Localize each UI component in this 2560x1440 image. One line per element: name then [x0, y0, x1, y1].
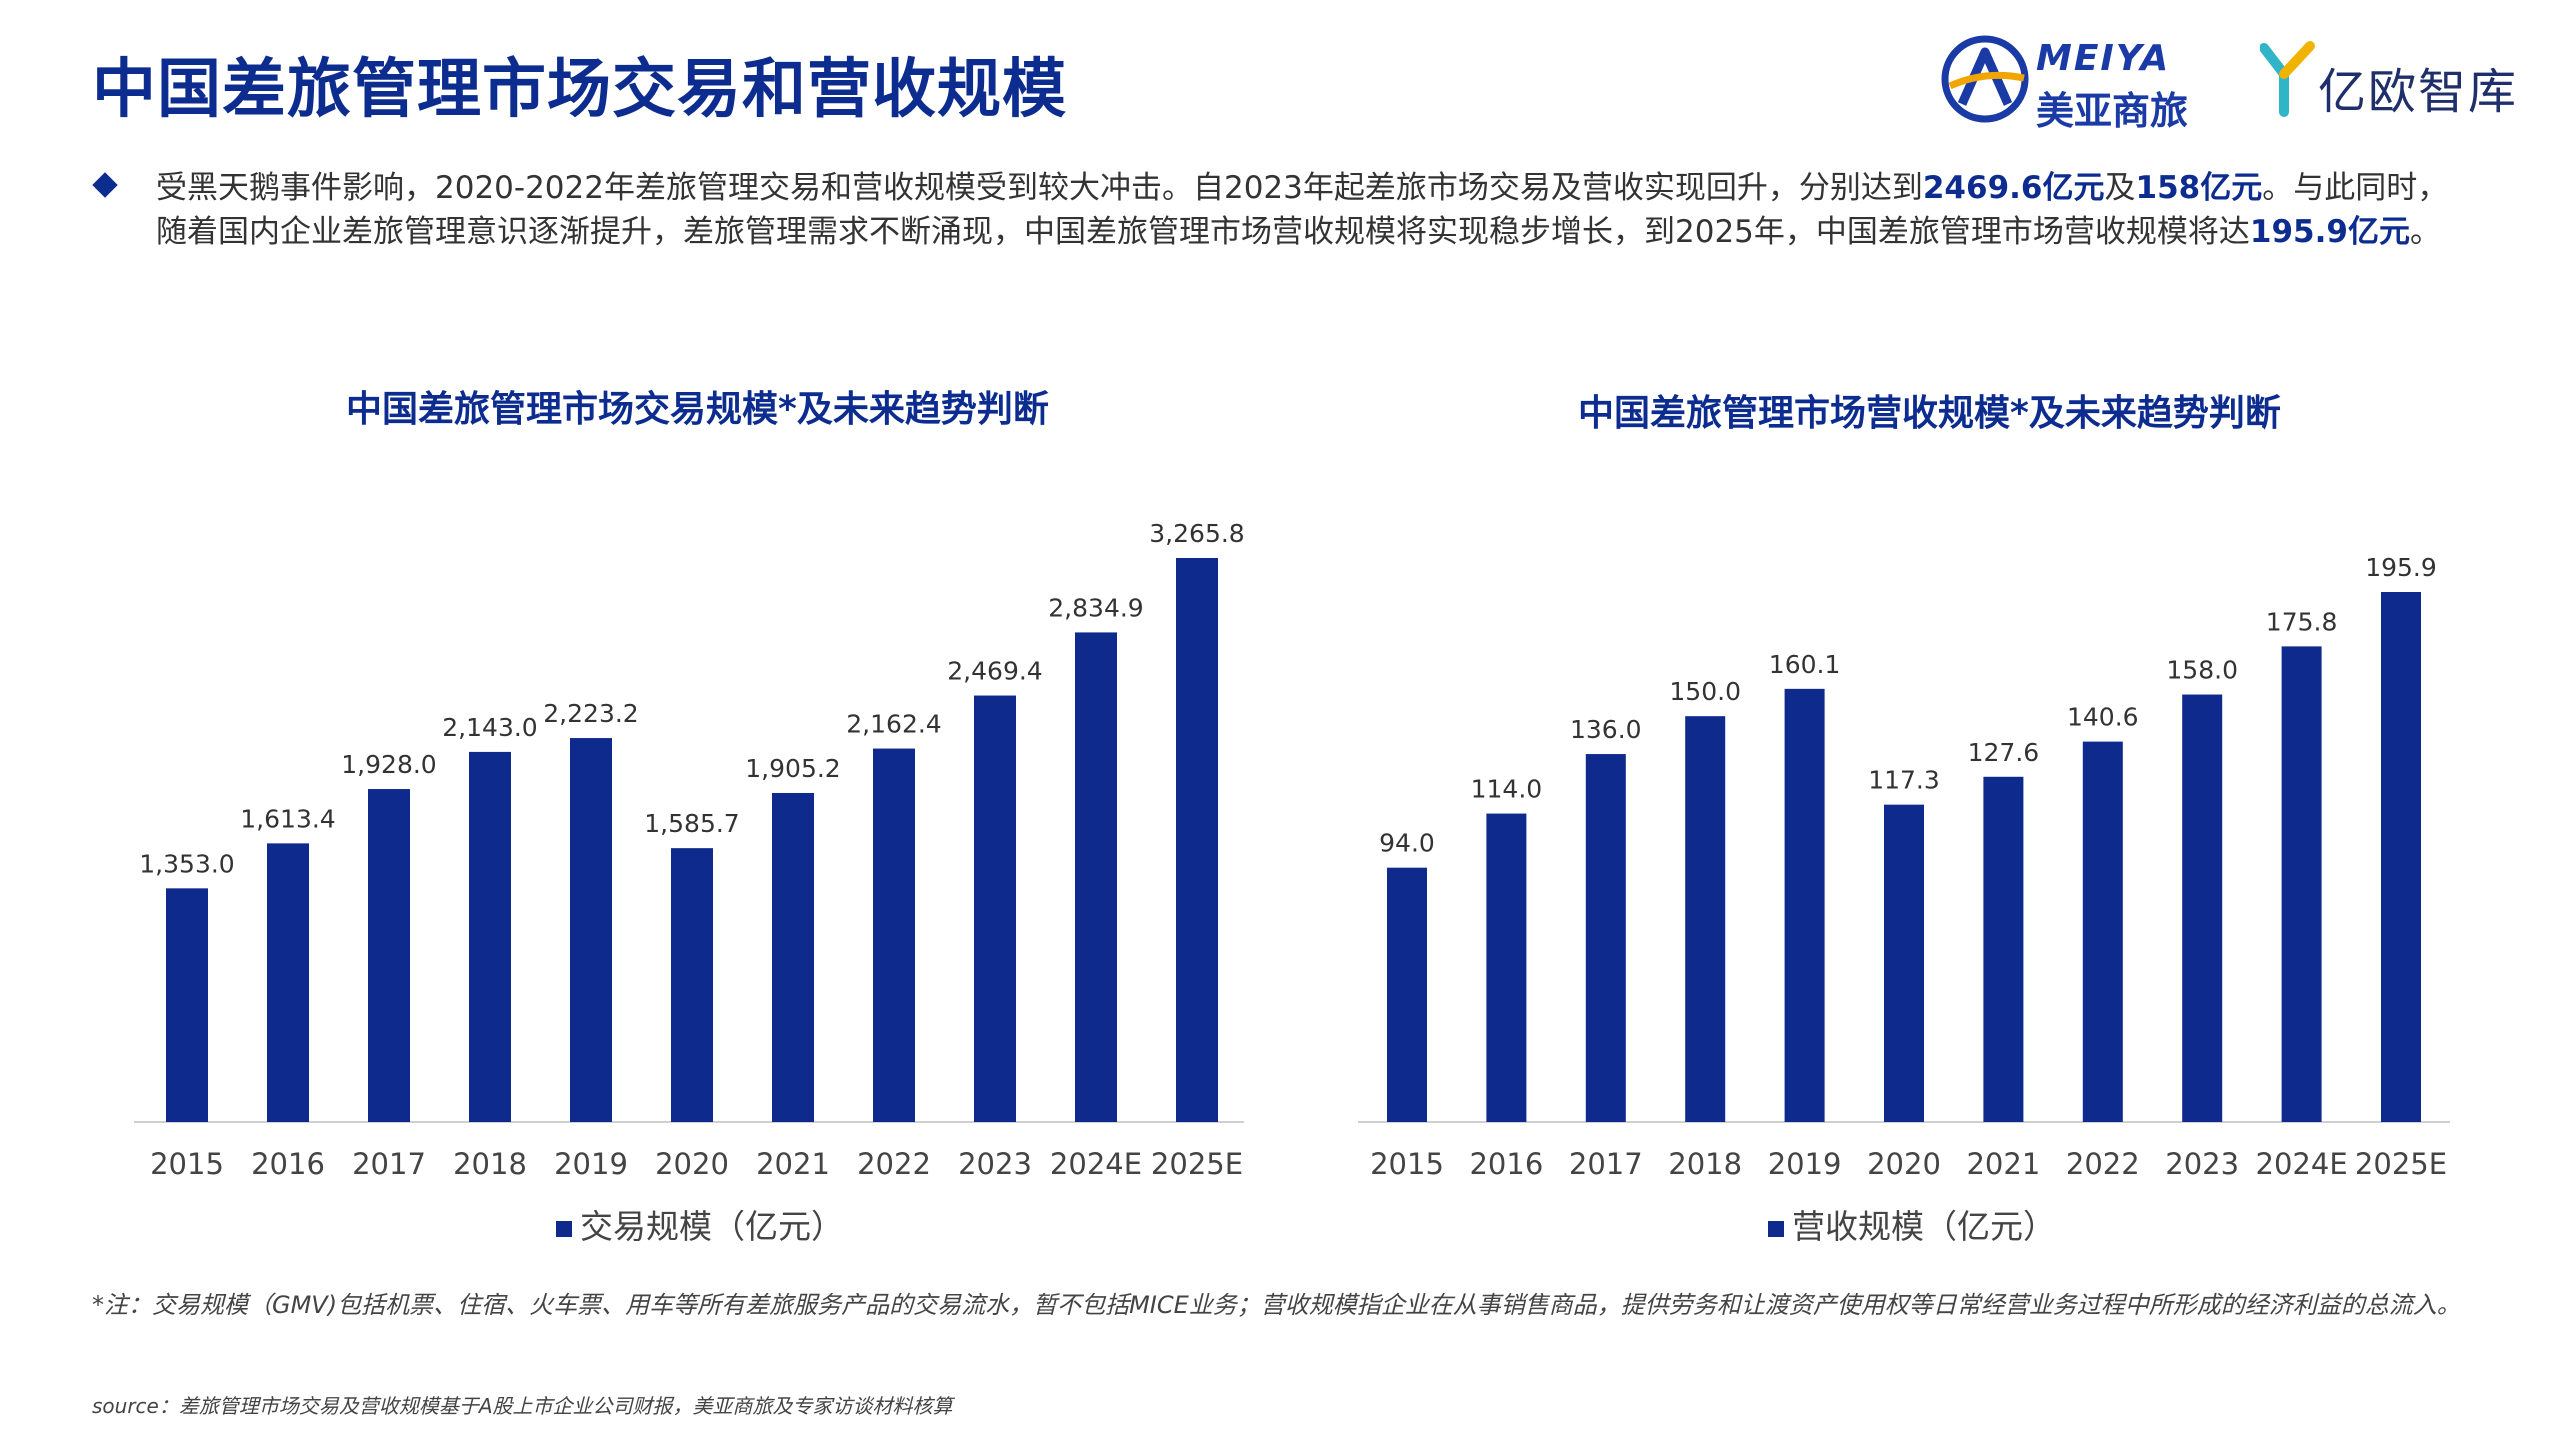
- bar: [2381, 592, 2421, 1122]
- bar-value-label: 1,905.2: [745, 754, 840, 783]
- bar-value-label: 3,265.8: [1149, 519, 1244, 548]
- legend-swatch: [556, 1220, 572, 1237]
- summary-highlight-2: 158亿元: [2135, 170, 2263, 206]
- bar-value-label: 1,928.0: [341, 750, 436, 779]
- meiya-logo-icon: [1941, 35, 2029, 123]
- x-tick-label: 2023: [2165, 1147, 2239, 1181]
- bar-value-label: 117.3: [1868, 766, 1940, 795]
- x-tick-label: 2019: [554, 1147, 628, 1181]
- logo-group: MEIYA 美亚商旅 亿欧智库: [1940, 30, 2520, 133]
- bar-value-label: 2,469.4: [947, 657, 1042, 686]
- bar-value-label: 158.0: [2166, 656, 2238, 685]
- bar: [166, 888, 208, 1122]
- x-tick-label: 2025E: [2355, 1147, 2447, 1181]
- x-tick-label: 2017: [352, 1147, 426, 1181]
- page-title: 中国差旅管理市场交易和营收规模: [92, 53, 1067, 127]
- bar: [2082, 741, 2123, 1122]
- bar: [671, 848, 713, 1122]
- summary-highlight-3: 195.9亿元: [2249, 214, 2410, 250]
- bar-value-label: 94.0: [1379, 829, 1435, 858]
- bar: [2281, 646, 2322, 1122]
- source-note: source：差旅管理市场交易及营收规模基于A股上市企业公司财报，美亚商旅及专家…: [92, 1394, 953, 1418]
- bar-value-label: 160.1: [1769, 650, 1841, 679]
- x-tick-label: 2018: [1668, 1147, 1742, 1181]
- bar-value-label: 1,353.0: [139, 849, 234, 878]
- chart-2-legend: 营收规模（亿元）: [1768, 1200, 2056, 1248]
- x-tick-label: 2020: [1867, 1147, 1941, 1181]
- bar: [2182, 694, 2223, 1122]
- x-tick-label: 2021: [756, 1147, 830, 1181]
- revenue-bar-chart: 94.0 2015 114.0 2016 136.0 2017 150.0 2018 160.1…: [1358, 553, 2450, 1181]
- bar: [570, 738, 612, 1122]
- bar-value-label: 2,223.2: [543, 699, 638, 728]
- bar-value-label: 195.9: [2365, 553, 2437, 582]
- bar: [1884, 804, 1924, 1122]
- summary-text-1c: 及: [2104, 170, 2136, 206]
- summary-text-1a: 受黑天鹅事件影响，2020-2022年差旅管理交易和营收规模受到较大冲击。自20…: [156, 170, 1923, 206]
- x-tick-label: 2015: [1370, 1147, 1444, 1181]
- bar-value-label: 136.0: [1570, 715, 1642, 744]
- bar-value-label: 2,834.9: [1048, 593, 1143, 622]
- transaction-bar-chart: 1,353.0 2015 1,613.4 2016 1,928.0 2017 2,143.0…: [134, 519, 1245, 1181]
- bar: [772, 792, 814, 1122]
- meiya-logo-cn: 美亚商旅: [2036, 89, 2189, 133]
- summary-line-2: 随着国内企业差旅管理意识逐渐提升，差旅管理需求不断涌现，中国差旅管理市场营收规模…: [156, 210, 2441, 254]
- legend-label: 交易规模（亿元）: [580, 1207, 844, 1246]
- footnote: *注：交易规模（GMV)包括机票、住宿、火车票、用车等所有差旅服务产品的交易流水…: [92, 1291, 2461, 1319]
- bar: [1784, 688, 1825, 1122]
- bar: [1983, 776, 2024, 1122]
- x-tick-label: 2022: [857, 1147, 931, 1181]
- bar-value-label: 150.0: [1669, 677, 1741, 706]
- yiou-logo-cn: 亿欧智库: [2318, 64, 2519, 120]
- legend-swatch: [1768, 1220, 1784, 1237]
- summary-line-1: 受黑天鹅事件影响，2020-2022年差旅管理交易和营收规模受到较大冲击。自20…: [156, 166, 2448, 210]
- bar: [469, 751, 511, 1122]
- bar: [267, 843, 309, 1122]
- bar-value-label: 175.8: [2266, 607, 2338, 636]
- meiya-logo-en: MEIYA: [2036, 38, 2171, 79]
- bar-value-label: 1,585.7: [644, 809, 739, 838]
- bar: [1685, 716, 1726, 1122]
- x-tick-label: 2015: [150, 1147, 224, 1181]
- x-tick-label: 2025E: [1151, 1147, 1243, 1181]
- bar: [1387, 867, 1427, 1122]
- yiou-logo-icon: [2260, 41, 2315, 117]
- bar: [1486, 813, 1527, 1122]
- bar-value-label: 114.0: [1471, 775, 1543, 804]
- chart-2-title: 中国差旅管理市场营收规模*及未来趋势判断: [1578, 393, 2281, 434]
- x-tick-label: 2017: [1569, 1147, 1643, 1181]
- bar-value-label: 2,162.4: [846, 710, 941, 739]
- bar: [1176, 558, 1218, 1122]
- bar: [974, 695, 1016, 1122]
- bar-value-label: 2,143.0: [442, 713, 537, 742]
- chart-1-legend: 交易规模（亿元）: [556, 1200, 844, 1248]
- x-tick-label: 2020: [655, 1147, 729, 1181]
- diamond-bullet-icon: [92, 172, 118, 198]
- bar: [873, 748, 915, 1122]
- x-tick-label: 2024E: [1050, 1147, 1142, 1181]
- bar: [368, 789, 410, 1122]
- x-tick-label: 2021: [1966, 1147, 2040, 1181]
- x-tick-label: 2018: [453, 1147, 527, 1181]
- summary-text-1e: 。与此同时，: [2262, 170, 2449, 206]
- x-tick-label: 2016: [1469, 1147, 1543, 1181]
- summary-highlight-1: 2469.6亿元: [1922, 170, 2105, 206]
- bar-value-label: 127.6: [1968, 738, 2040, 767]
- x-tick-label: 2016: [251, 1147, 325, 1181]
- x-tick-label: 2019: [1768, 1147, 1842, 1181]
- summary-text-2a: 随着国内企业差旅管理意识逐渐提升，差旅管理需求不断涌现，中国差旅管理市场营收规模…: [156, 214, 2250, 250]
- summary-text-2c: 。: [2409, 214, 2441, 250]
- x-tick-label: 2022: [2066, 1147, 2140, 1181]
- x-tick-label: 2023: [958, 1147, 1032, 1181]
- legend-label: 营收规模（亿元）: [1792, 1207, 2056, 1246]
- bar-value-label: 1,613.4: [240, 804, 335, 833]
- bar-value-label: 140.6: [2067, 703, 2139, 732]
- bar: [1585, 754, 1626, 1122]
- x-tick-label: 2024E: [2256, 1147, 2348, 1181]
- bar: [1075, 632, 1117, 1122]
- chart-1-title: 中国差旅管理市场交易规模*及未来趋势判断: [346, 389, 1049, 430]
